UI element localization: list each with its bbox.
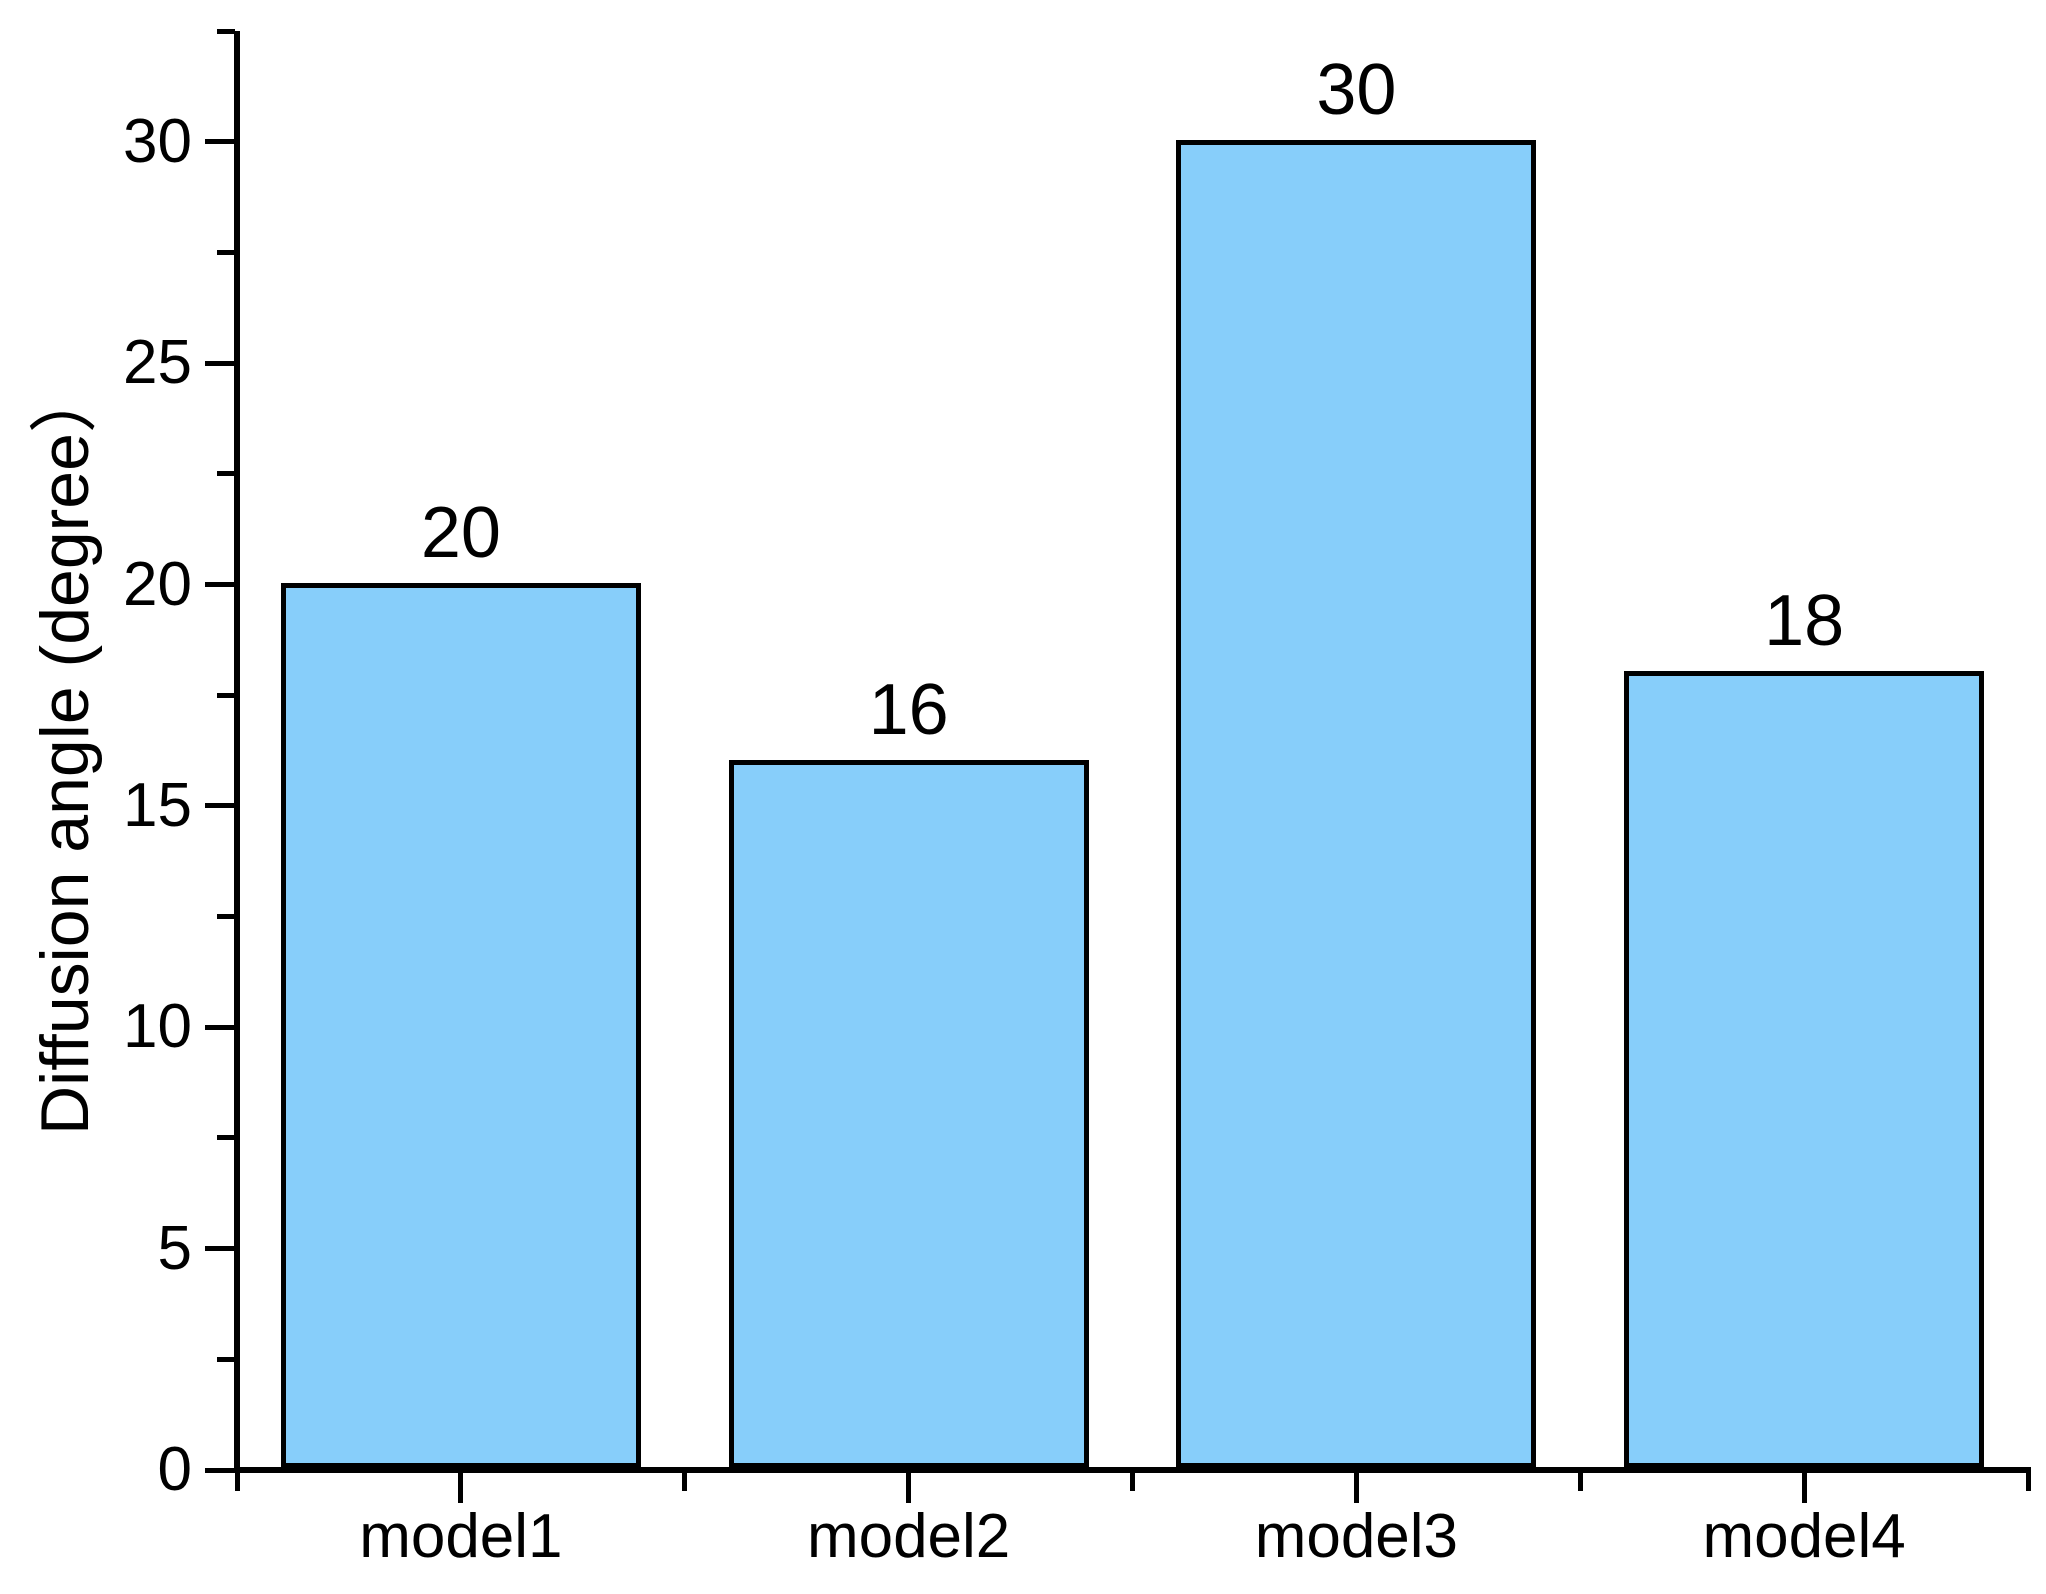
y-axis-major-tick (205, 1024, 235, 1030)
x-axis-line (234, 1467, 2031, 1473)
x-category-label: model2 (806, 1502, 1011, 1571)
y-axis-major-tick (205, 139, 235, 145)
y-axis-tick-label: 20 (123, 549, 192, 619)
y-axis-major-tick (205, 803, 235, 809)
x-axis-boundary-tick (1577, 1473, 1583, 1491)
y-axis-minor-tick (217, 28, 235, 34)
y-axis-tick-label: 0 (157, 1435, 192, 1504)
y-axis-major-tick (205, 582, 235, 588)
bar-value-label: 30 (1316, 49, 1397, 130)
x-axis-boundary-tick (1130, 1473, 1135, 1491)
x-axis-major-tick (1353, 1473, 1359, 1503)
x-axis-major-tick (458, 1473, 464, 1503)
y-axis-major-tick (205, 360, 235, 366)
bar (728, 759, 1089, 1468)
x-axis-boundary-tick (234, 1473, 240, 1491)
y-axis-major-tick (205, 1467, 235, 1473)
bar (1176, 139, 1537, 1468)
y-axis-minor-tick (217, 1356, 235, 1362)
y-axis-tick-label: 5 (157, 1213, 192, 1283)
bar (280, 582, 641, 1468)
bar-value-label: 18 (1764, 581, 1845, 662)
x-category-label: model3 (1254, 1502, 1459, 1571)
y-axis-minor-tick (217, 1135, 235, 1141)
x-axis-boundary-tick (2025, 1473, 2031, 1491)
bar (1624, 671, 1985, 1468)
x-category-label: model1 (359, 1502, 563, 1571)
y-axis-tick-label: 10 (123, 992, 192, 1062)
y-axis-tick-label: 15 (123, 770, 192, 840)
x-axis-major-tick (906, 1473, 912, 1503)
y-axis-minor-tick (217, 250, 235, 256)
y-axis-line (234, 31, 240, 1473)
x-category-label: model4 (1702, 1502, 1906, 1571)
bar-value-label: 20 (420, 492, 501, 573)
x-axis-boundary-tick (682, 1473, 688, 1491)
bar-value-label: 16 (868, 669, 949, 750)
y-axis-minor-tick (217, 692, 235, 698)
y-axis-tick-label: 25 (123, 328, 192, 398)
y-axis-major-tick (205, 1246, 235, 1252)
x-axis-major-tick (1801, 1473, 1807, 1503)
y-axis-minor-tick (217, 914, 235, 920)
y-axis-tick-label: 30 (123, 106, 192, 176)
y-axis-minor-tick (217, 471, 235, 477)
